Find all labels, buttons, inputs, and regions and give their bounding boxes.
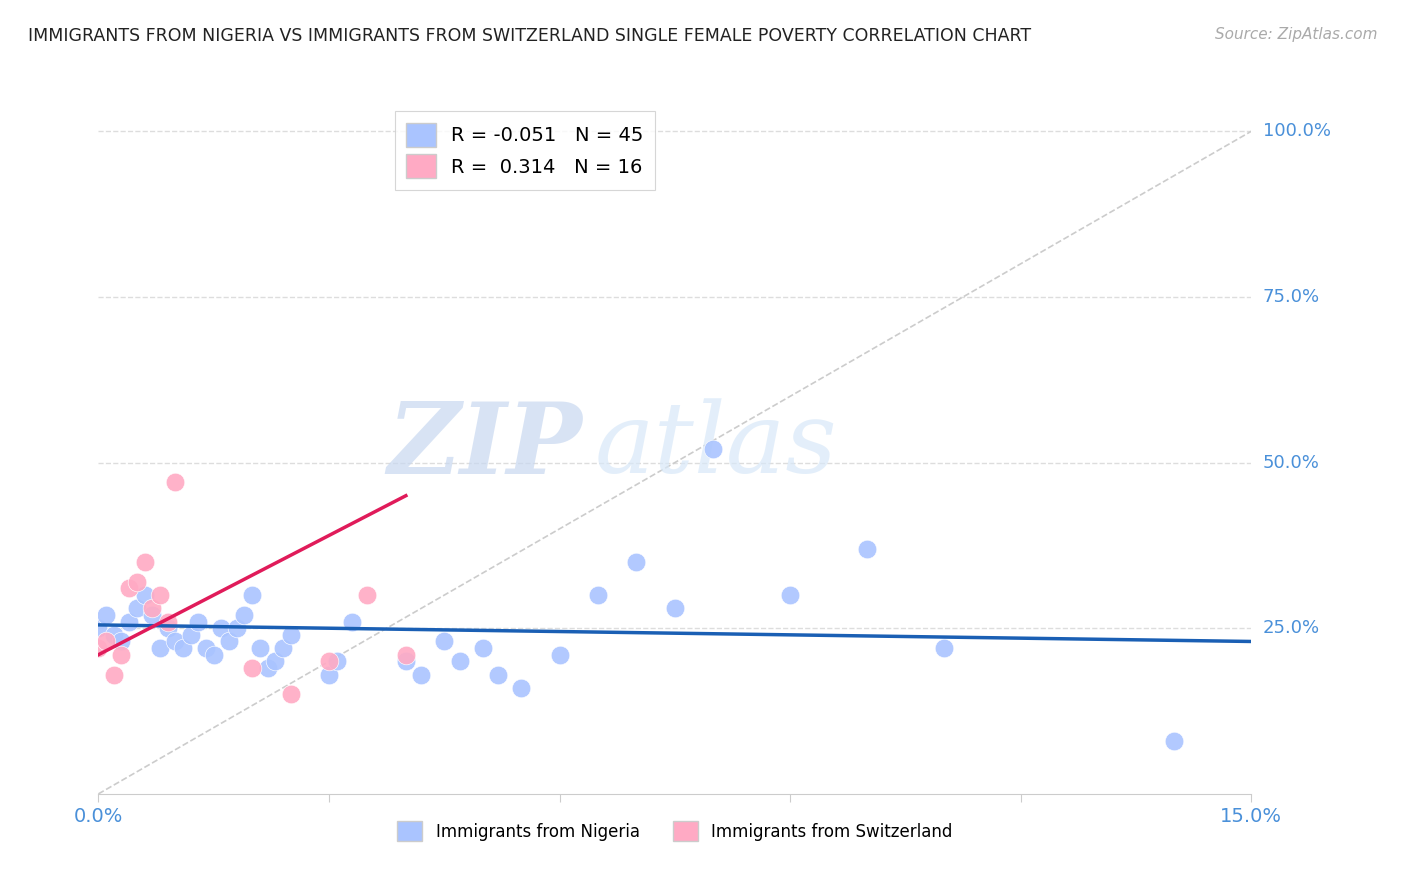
Text: 75.0%: 75.0% xyxy=(1263,288,1320,306)
Point xyxy=(249,641,271,656)
Point xyxy=(172,641,194,656)
Text: 100.0%: 100.0% xyxy=(1263,122,1331,140)
Point xyxy=(510,681,533,695)
Point xyxy=(271,641,294,656)
Point xyxy=(233,607,256,622)
Point xyxy=(209,621,232,635)
Text: Source: ZipAtlas.com: Source: ZipAtlas.com xyxy=(1215,27,1378,42)
Point xyxy=(702,442,724,457)
Point xyxy=(395,654,418,668)
Point xyxy=(103,667,125,681)
Point xyxy=(240,588,263,602)
Point xyxy=(103,628,125,642)
Point xyxy=(110,634,132,648)
Point xyxy=(433,634,456,648)
Point xyxy=(165,475,187,490)
Point xyxy=(280,628,302,642)
Point xyxy=(449,654,471,668)
Point xyxy=(325,654,347,668)
Point xyxy=(149,641,172,656)
Point xyxy=(218,634,240,648)
Point xyxy=(187,615,209,629)
Text: 50.0%: 50.0% xyxy=(1263,453,1320,472)
Point xyxy=(87,621,110,635)
Point xyxy=(225,621,247,635)
Point xyxy=(932,641,955,656)
Point xyxy=(318,667,340,681)
Point xyxy=(626,555,648,569)
Point xyxy=(779,588,801,602)
Point xyxy=(548,648,571,662)
Point xyxy=(180,628,202,642)
Point xyxy=(110,648,132,662)
Point xyxy=(134,555,156,569)
Point xyxy=(141,607,163,622)
Text: atlas: atlas xyxy=(595,399,837,493)
Point xyxy=(356,588,378,602)
Point xyxy=(149,588,172,602)
Text: 25.0%: 25.0% xyxy=(1263,619,1320,637)
Point xyxy=(280,688,302,702)
Text: IMMIGRANTS FROM NIGERIA VS IMMIGRANTS FROM SWITZERLAND SINGLE FEMALE POVERTY COR: IMMIGRANTS FROM NIGERIA VS IMMIGRANTS FR… xyxy=(28,27,1031,45)
Point xyxy=(395,648,418,662)
Point xyxy=(156,621,179,635)
Point xyxy=(165,634,187,648)
Point xyxy=(340,615,363,629)
Point xyxy=(118,615,141,629)
Point xyxy=(411,667,433,681)
Legend: Immigrants from Nigeria, Immigrants from Switzerland: Immigrants from Nigeria, Immigrants from… xyxy=(391,814,959,848)
Point xyxy=(256,661,278,675)
Point xyxy=(125,601,148,615)
Point xyxy=(586,588,609,602)
Text: ZIP: ZIP xyxy=(388,398,582,494)
Point xyxy=(87,641,110,656)
Point xyxy=(856,541,879,556)
Point xyxy=(94,634,117,648)
Point xyxy=(318,654,340,668)
Point xyxy=(118,582,141,596)
Point xyxy=(1163,734,1185,748)
Point xyxy=(125,574,148,589)
Point xyxy=(94,607,117,622)
Point xyxy=(141,601,163,615)
Point xyxy=(202,648,225,662)
Point xyxy=(134,588,156,602)
Point xyxy=(471,641,494,656)
Point xyxy=(664,601,686,615)
Point xyxy=(486,667,509,681)
Point xyxy=(156,615,179,629)
Point xyxy=(240,661,263,675)
Point xyxy=(264,654,287,668)
Point xyxy=(195,641,218,656)
